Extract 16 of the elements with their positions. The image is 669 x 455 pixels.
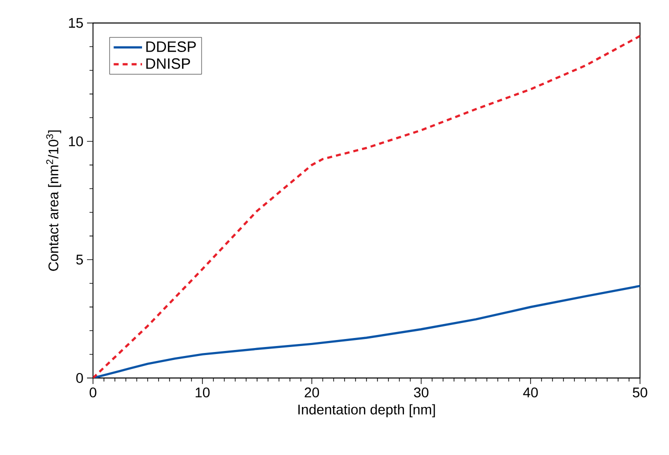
y-tick-label: 5	[76, 254, 83, 265]
y-axis-title: Contact area [nm$^{2}$/10$^{3}$]	[46, 130, 62, 271]
x-axis-title: Indentation depth [nm]	[298, 404, 435, 418]
x-tick-label: 40	[523, 388, 538, 398]
x-tick-label: 50	[632, 388, 648, 398]
y-tick-label: 10	[69, 136, 83, 146]
legend-label: DNISP	[146, 58, 190, 69]
x-tick-label: 30	[414, 388, 428, 398]
x-tick-label: 20	[304, 388, 320, 398]
line-series	[93, 34, 640, 378]
y-tick-label: 0	[76, 373, 83, 383]
legend-label: DDESP	[146, 41, 196, 52]
x-tick-label: 10	[196, 388, 210, 398]
line-series	[93, 284, 640, 378]
x-tick-label: 0	[90, 388, 96, 398]
y-tick-label: 15	[69, 18, 83, 28]
